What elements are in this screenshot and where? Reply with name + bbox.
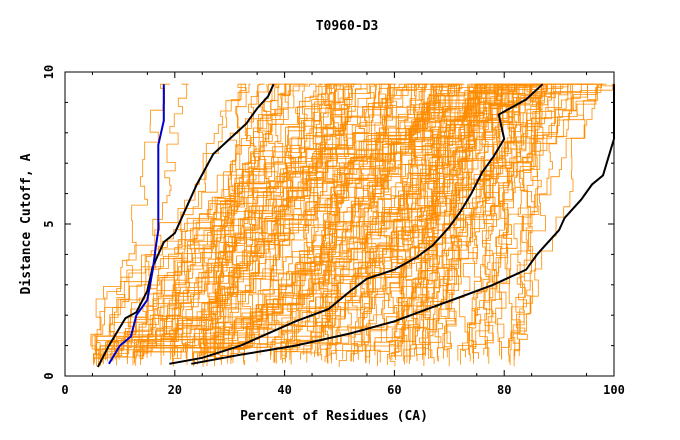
model-curve <box>214 83 308 361</box>
model-curve <box>197 83 554 365</box>
model-curve <box>459 83 491 365</box>
model-curve <box>126 83 333 360</box>
model-curve <box>322 83 358 362</box>
model-curve <box>93 83 291 364</box>
model-curve <box>185 83 525 365</box>
model-curve <box>443 83 477 359</box>
highlight-curve-black <box>97 83 275 368</box>
model-curve <box>325 83 448 362</box>
model-curve <box>132 83 514 366</box>
model-curve <box>199 83 449 360</box>
model-curve <box>508 83 545 357</box>
model-curve <box>118 83 560 360</box>
model-curve <box>172 83 340 367</box>
model-curve <box>139 83 521 359</box>
model-curve <box>112 83 286 362</box>
model-curve <box>315 83 350 357</box>
model-curve <box>351 83 542 362</box>
model-curve <box>386 83 415 359</box>
model-curve <box>437 83 543 361</box>
model-curve <box>338 83 496 367</box>
model-curve <box>200 83 414 355</box>
model-curve <box>205 83 259 362</box>
model-curve <box>436 83 604 362</box>
model-curve <box>395 83 426 360</box>
model-curve <box>194 83 371 365</box>
model-curve <box>169 83 247 357</box>
model-curve <box>275 83 333 364</box>
model-curve <box>146 83 429 358</box>
highlight-curve-black <box>169 83 544 365</box>
highlight-curve-black <box>191 84 615 365</box>
model-curve <box>105 83 414 361</box>
model-curve <box>232 83 337 363</box>
model-curve <box>140 83 607 361</box>
model-curve <box>404 83 504 365</box>
model-curve <box>483 83 518 355</box>
model-curve <box>116 83 189 366</box>
y-tick-label: 0 <box>42 372 56 379</box>
model-curve <box>96 83 375 367</box>
model-curve <box>265 83 322 360</box>
x-tick-label: 0 <box>61 383 68 397</box>
model-curve <box>109 83 340 360</box>
model-curve <box>102 83 170 365</box>
y-tick-label: 10 <box>42 65 56 79</box>
model-curve <box>394 83 428 358</box>
model-curve <box>100 83 501 366</box>
model-curve <box>472 83 522 364</box>
x-tick-label: 20 <box>168 383 182 397</box>
model-curve <box>342 83 375 360</box>
x-tick-label: 60 <box>387 383 401 397</box>
highlight-curves <box>97 83 615 368</box>
highlight-curve-blue <box>108 84 165 365</box>
model-curve <box>512 83 549 360</box>
x-tick-label: 100 <box>603 383 625 397</box>
model-curve <box>133 83 603 357</box>
model-curve <box>364 83 404 364</box>
model-curve <box>160 83 528 366</box>
model-curve <box>90 83 591 361</box>
model-curve <box>213 83 584 357</box>
model-curve <box>428 83 465 358</box>
model-curve <box>403 83 437 362</box>
model-curve <box>230 83 462 364</box>
model-curve <box>468 83 503 362</box>
model-curve <box>508 83 540 363</box>
model-curve <box>215 83 342 361</box>
model-curve <box>518 83 568 357</box>
model-curve <box>270 83 305 356</box>
x-axis-label: Percent of Residues (CA) <box>240 409 428 424</box>
model-curve <box>214 83 390 360</box>
model-curve <box>91 83 420 366</box>
x-tick-label: 40 <box>277 383 291 397</box>
model-curve <box>471 83 509 359</box>
model-curve <box>204 83 332 356</box>
model-curve <box>365 83 553 363</box>
model-curve <box>386 83 419 365</box>
model-curve <box>497 83 526 360</box>
x-tick-label: 80 <box>497 383 511 397</box>
model-curve <box>484 83 569 364</box>
model-curve <box>169 83 268 360</box>
background-model-curves <box>90 83 615 367</box>
model-curve <box>140 83 406 365</box>
model-curve <box>163 83 451 356</box>
model-curve <box>96 83 520 356</box>
model-curve <box>373 83 535 363</box>
axes: 0 20 40 60 80 100 0 5 10 <box>42 65 625 397</box>
model-curve <box>133 83 363 359</box>
y-tick-label: 5 <box>42 220 56 227</box>
chart-title: T0960-D3 <box>316 19 379 34</box>
model-curve <box>200 83 507 358</box>
model-curve <box>501 83 599 359</box>
model-curve <box>280 83 463 363</box>
model-curve <box>419 83 458 357</box>
model-curve <box>290 83 538 365</box>
model-curve <box>290 83 481 356</box>
model-curve <box>127 83 246 364</box>
model-curve <box>101 83 531 363</box>
y-axis-label: Distance Cutoff, A <box>19 153 34 294</box>
